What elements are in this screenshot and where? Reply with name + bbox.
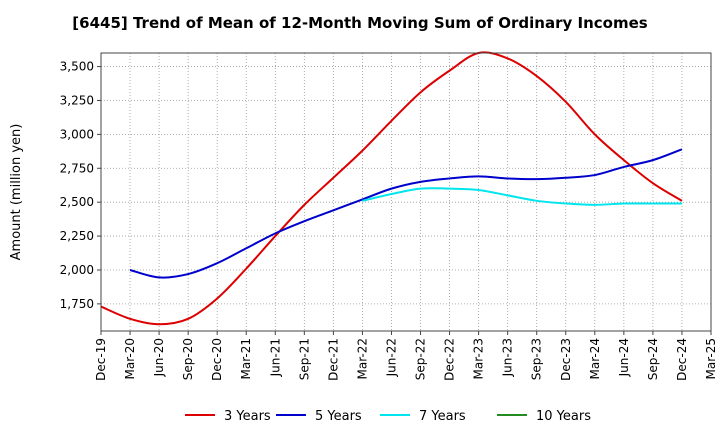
legend-label: 7 Years bbox=[419, 409, 466, 424]
series-line-7-years bbox=[362, 187, 682, 206]
y-tick-label: 3,000 bbox=[60, 127, 94, 141]
x-tick-label: Sep-22 bbox=[414, 338, 428, 380]
y-tick-label: 2,500 bbox=[60, 195, 94, 209]
x-tick-label: Mar-24 bbox=[588, 338, 602, 379]
x-tick-label: Jun-21 bbox=[268, 338, 282, 377]
x-tick-label: Jun-20 bbox=[152, 338, 166, 377]
grid bbox=[101, 53, 711, 331]
y-tick-label: 2,000 bbox=[60, 263, 94, 277]
legend-label: 5 Years bbox=[315, 409, 362, 424]
y-axis-label: Amount (million yen) bbox=[9, 124, 24, 261]
legend-item-7-years: 7 Years bbox=[380, 409, 466, 424]
x-tick-label: Dec-22 bbox=[443, 338, 457, 381]
x-tick-label: Mar-22 bbox=[355, 338, 369, 379]
series-line-5-years bbox=[129, 148, 683, 279]
chart-title: [6445] Trend of Mean of 12-Month Moving … bbox=[72, 14, 648, 32]
x-tick-label: Sep-24 bbox=[646, 338, 660, 380]
y-tick-label: 1,750 bbox=[60, 297, 94, 311]
legend-item-3-years: 3 Years bbox=[185, 409, 271, 424]
legend: 3 Years 5 Years 7 Years 10 Years bbox=[185, 409, 591, 424]
x-tick-label: Dec-23 bbox=[559, 338, 573, 381]
x-tick-label: Jun-23 bbox=[501, 338, 515, 377]
y-tick-label: 2,250 bbox=[60, 229, 94, 243]
y-tick-label: 3,500 bbox=[60, 60, 94, 74]
x-tick-label: Jun-22 bbox=[384, 338, 398, 377]
x-axis-ticks: Dec-19 Mar-20 Jun-20 Sep-20 Dec-20 Mar-21 Jun-… bbox=[94, 331, 718, 381]
legend-item-10-years: 10 Years bbox=[497, 409, 591, 424]
x-tick-label: Dec-24 bbox=[675, 338, 689, 381]
x-tick-label: Dec-21 bbox=[326, 338, 340, 381]
y-tick-label: 2,750 bbox=[60, 161, 94, 175]
x-tick-label: Dec-19 bbox=[94, 338, 108, 381]
x-tick-label: Sep-20 bbox=[181, 338, 195, 380]
series-line-3-years bbox=[100, 51, 683, 326]
legend-label: 10 Years bbox=[536, 409, 591, 424]
x-tick-label: Jun-24 bbox=[617, 338, 631, 377]
legend-label: 3 Years bbox=[224, 409, 271, 424]
x-tick-label: Dec-20 bbox=[210, 338, 224, 381]
x-tick-label: Mar-23 bbox=[472, 338, 486, 379]
x-tick-label: Sep-21 bbox=[297, 338, 311, 380]
y-axis-ticks: 1,750 2,000 2,250 2,500 2,750 3,000 3,250 3,500 bbox=[60, 60, 101, 311]
series-lines bbox=[100, 51, 683, 326]
plot-frame bbox=[100, 52, 712, 332]
legend-item-5-years: 5 Years bbox=[276, 409, 362, 424]
plot-area bbox=[101, 53, 711, 331]
y-tick-label: 3,250 bbox=[60, 93, 94, 107]
x-tick-label: Mar-21 bbox=[239, 338, 253, 379]
x-tick-label: Sep-23 bbox=[530, 338, 544, 380]
x-tick-label: Mar-25 bbox=[704, 338, 718, 379]
x-tick-label: Mar-20 bbox=[123, 338, 137, 379]
